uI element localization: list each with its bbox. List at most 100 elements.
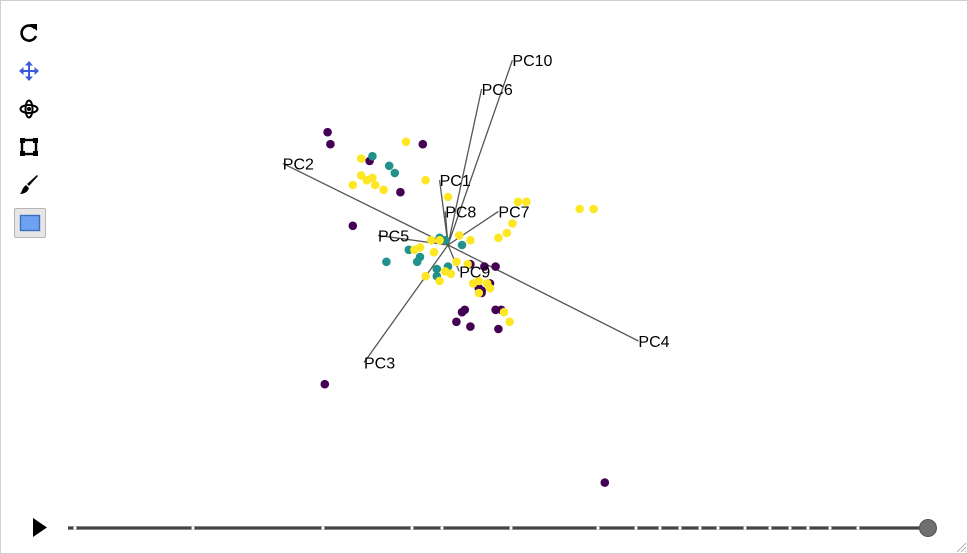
data-point-class-1[interactable] xyxy=(382,257,391,267)
timeline-tick xyxy=(743,526,747,530)
data-point-class-2[interactable] xyxy=(421,271,430,281)
data-point-class-0[interactable] xyxy=(418,139,428,149)
timeline-tick xyxy=(596,526,600,530)
timeline-tick xyxy=(678,526,682,530)
data-point-class-2[interactable] xyxy=(435,235,444,245)
reset-button[interactable] xyxy=(14,18,44,48)
slider-handle[interactable] xyxy=(919,519,937,537)
axis-label-pc9: PC9 xyxy=(459,264,490,281)
orbit-icon xyxy=(19,99,39,119)
timeline-slider[interactable] xyxy=(68,519,937,537)
data-point-class-2[interactable] xyxy=(443,192,453,202)
data-point-class-1[interactable] xyxy=(368,151,377,161)
timeline-tick xyxy=(698,526,702,530)
axis-label-pc1: PC1 xyxy=(440,173,471,190)
data-point-class-2[interactable] xyxy=(502,228,512,238)
data-point-class-2[interactable] xyxy=(513,197,523,207)
timeline-tick xyxy=(788,526,792,530)
axis-line-pc4 xyxy=(447,244,639,342)
data-point-class-0[interactable] xyxy=(480,262,489,271)
data-point-class-1[interactable] xyxy=(412,257,422,267)
orbit-button[interactable] xyxy=(14,94,44,124)
data-point-class-2[interactable] xyxy=(401,137,411,147)
axis-label-pc5: PC5 xyxy=(378,228,409,245)
data-point-class-0[interactable] xyxy=(396,187,405,197)
data-point-class-0[interactable] xyxy=(457,307,467,317)
data-point-class-1[interactable] xyxy=(384,161,394,171)
animation-player xyxy=(33,518,937,537)
data-point-class-2[interactable] xyxy=(508,219,517,228)
axis-labels: PC1 PC2 PC3 PC4 PC5 PC6 PC7 PC8 PC9 PC10 xyxy=(283,53,670,372)
data-point-class-2[interactable] xyxy=(435,276,444,286)
data-point-class-2[interactable] xyxy=(356,154,366,163)
axis-label-pc8: PC8 xyxy=(445,204,476,221)
data-point-class-1[interactable] xyxy=(432,264,442,274)
data-point-class-2[interactable] xyxy=(426,235,436,245)
data-point-class-2[interactable] xyxy=(522,197,531,207)
data-point-class-2[interactable] xyxy=(575,204,584,214)
play-icon xyxy=(33,518,47,537)
data-point-class-2[interactable] xyxy=(452,257,461,267)
data-point-class-2[interactable] xyxy=(370,180,380,190)
timeline-tick xyxy=(321,526,325,530)
data-point-class-0[interactable] xyxy=(600,478,610,487)
axis-line-pc3 xyxy=(363,244,449,363)
data-point-class-0[interactable] xyxy=(452,317,461,327)
timeline-tick xyxy=(634,526,638,530)
timeline-tick xyxy=(806,526,810,530)
timeline-tick xyxy=(73,526,77,530)
data-point-class-2[interactable] xyxy=(468,279,478,288)
data-point-class-2[interactable] xyxy=(474,288,484,298)
data-point-class-2[interactable] xyxy=(485,283,495,293)
data-point-class-0[interactable] xyxy=(323,127,332,137)
axis-line-pc2 xyxy=(282,162,449,246)
data-point-class-0[interactable] xyxy=(466,322,475,331)
data-point-class-2[interactable] xyxy=(446,269,456,279)
play-button[interactable] xyxy=(33,518,47,537)
selection-button[interactable] xyxy=(14,208,46,238)
zoom-box-icon xyxy=(20,138,38,156)
data-point-class-2[interactable] xyxy=(466,235,475,245)
axis-label-pc2: PC2 xyxy=(283,156,314,173)
brush-icon xyxy=(20,175,38,194)
data-point-class-1[interactable] xyxy=(457,240,467,250)
timeline-tick xyxy=(440,526,444,530)
data-point-class-2[interactable] xyxy=(494,233,503,243)
data-point-class-2[interactable] xyxy=(356,171,366,180)
pan-button[interactable] xyxy=(14,56,44,86)
data-point-class-2[interactable] xyxy=(454,231,464,240)
data-point-class-2[interactable] xyxy=(421,175,430,185)
data-points xyxy=(320,127,610,487)
data-point-class-2[interactable] xyxy=(463,259,472,269)
timeline-tick xyxy=(191,526,195,530)
timeline-tick xyxy=(856,526,860,530)
data-point-class-0[interactable] xyxy=(320,379,330,389)
brush-button[interactable] xyxy=(14,170,44,200)
pan-icon xyxy=(19,61,39,81)
resize-grip-icon[interactable] xyxy=(955,541,967,553)
axis-label-pc10: PC10 xyxy=(512,53,552,70)
timeline-ticks xyxy=(73,526,930,530)
data-point-class-2[interactable] xyxy=(362,175,372,185)
data-point-class-0[interactable] xyxy=(348,221,358,231)
timeline-tick xyxy=(716,526,720,530)
data-point-class-2[interactable] xyxy=(499,307,509,317)
toolbar xyxy=(14,18,48,246)
data-point-class-1[interactable] xyxy=(390,168,400,178)
zoom-box-button[interactable] xyxy=(14,132,44,162)
data-point-class-2[interactable] xyxy=(348,180,358,190)
data-point-class-0[interactable] xyxy=(494,324,503,334)
data-point-class-2[interactable] xyxy=(589,204,598,214)
biplot-axes xyxy=(282,59,639,363)
data-point-class-2[interactable] xyxy=(410,245,419,255)
data-point-class-2[interactable] xyxy=(505,317,514,327)
axis-label-pc4: PC4 xyxy=(638,334,669,351)
data-point-class-0[interactable] xyxy=(326,139,335,149)
data-point-class-0[interactable] xyxy=(491,262,500,271)
axis-label-pc3: PC3 xyxy=(364,356,395,373)
data-point-class-2[interactable] xyxy=(429,247,439,257)
axis-line-pc10 xyxy=(447,59,514,246)
data-point-class-2[interactable] xyxy=(379,185,388,195)
